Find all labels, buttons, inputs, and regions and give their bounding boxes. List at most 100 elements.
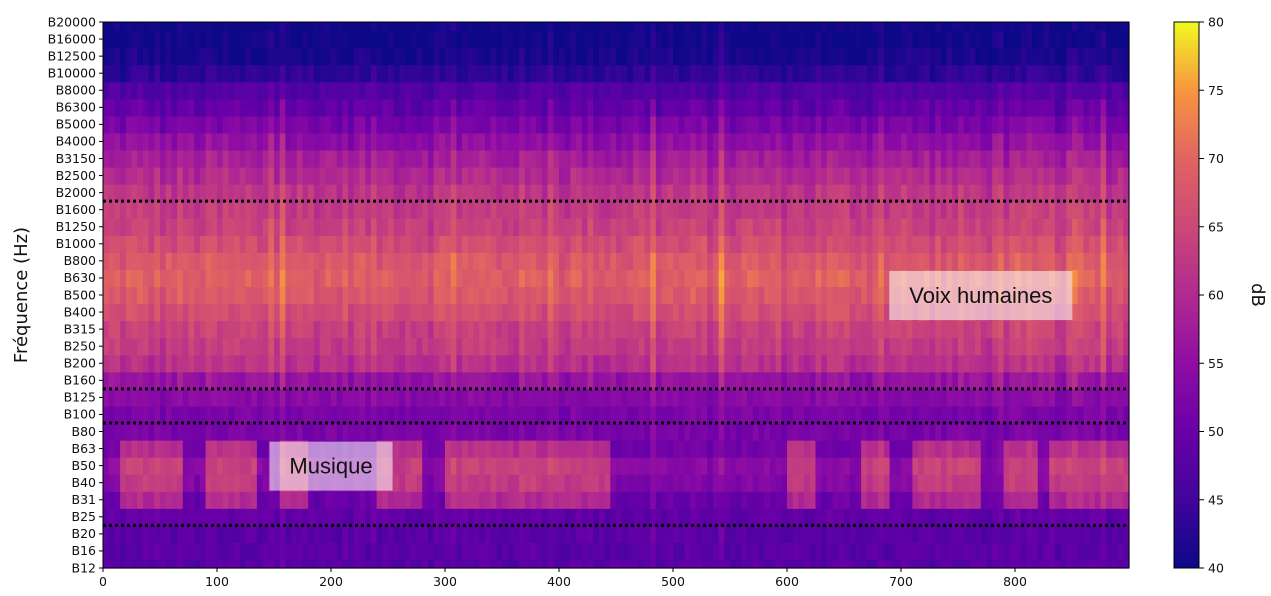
heatmap-cell (519, 371, 526, 390)
heatmap-cell (108, 252, 115, 270)
heatmap-cell (598, 115, 606, 134)
heatmap-cell (519, 388, 526, 407)
heatmap-cell (587, 167, 594, 185)
heatmap-cell (724, 47, 731, 66)
heatmap-cell (285, 354, 292, 373)
heatmap-cell (764, 371, 771, 390)
heatmap-cell (935, 457, 942, 475)
heatmap-cell (650, 235, 657, 253)
heatmap-cell (296, 30, 304, 49)
heatmap-cell (211, 542, 218, 561)
heatmap-cell (530, 303, 537, 322)
heatmap-cell (564, 320, 571, 339)
heatmap-cell (815, 167, 822, 185)
heatmap-cell (239, 47, 247, 66)
heatmap-cell (878, 542, 885, 561)
heatmap-cell (547, 286, 554, 305)
heatmap-cell (804, 440, 811, 458)
heatmap-cell (359, 286, 366, 305)
heatmap-cell (559, 440, 566, 458)
heatmap-cell (724, 405, 731, 424)
heatmap-cell (228, 30, 235, 49)
heatmap-cell (741, 525, 748, 543)
heatmap-cell (393, 235, 400, 253)
heatmap-cell (103, 98, 110, 117)
heatmap-cell (194, 184, 201, 202)
heatmap-cell (878, 115, 885, 134)
heatmap-cell (256, 508, 264, 526)
heatmap-cell (861, 388, 868, 407)
heatmap-cell (148, 559, 155, 569)
heatmap-cell (872, 422, 879, 441)
heatmap-cell (724, 337, 731, 356)
heatmap-cell (268, 201, 275, 219)
heatmap-cell (513, 201, 520, 219)
heatmap-cell (764, 30, 771, 49)
heatmap-cell (319, 218, 326, 236)
heatmap-cell (382, 149, 389, 168)
heatmap-cell (587, 98, 594, 117)
heatmap-cell (160, 132, 167, 151)
heatmap-cell (427, 47, 435, 66)
heatmap-cell (952, 47, 959, 66)
heatmap-cell (222, 457, 229, 475)
heatmap-cell (239, 303, 247, 322)
heatmap-cell (872, 184, 879, 202)
heatmap-cell (747, 388, 754, 407)
heatmap-cell (707, 81, 714, 100)
heatmap-cell (439, 269, 446, 288)
heatmap-cell (815, 98, 822, 117)
heatmap-cell (376, 30, 383, 49)
heatmap-cell (553, 542, 560, 561)
heatmap-cell (826, 47, 834, 66)
heatmap-cell (576, 47, 583, 66)
heatmap-cell (262, 320, 269, 339)
heatmap-cell (935, 525, 942, 543)
heatmap-cell (222, 98, 229, 117)
heatmap-cell (940, 115, 948, 134)
heatmap-cell (718, 559, 725, 569)
heatmap-cell (519, 491, 526, 509)
heatmap-cell (359, 64, 366, 83)
heatmap-cell (490, 320, 497, 339)
heatmap-cell (393, 252, 400, 270)
heatmap-cell (644, 218, 651, 236)
heatmap-cell (125, 218, 133, 236)
heatmap-cell (285, 542, 292, 561)
heatmap-cell (775, 22, 782, 32)
heatmap-cell (142, 132, 150, 151)
heatmap-cell (103, 337, 110, 356)
heatmap-cell (804, 115, 811, 134)
heatmap-cell (804, 64, 811, 83)
heatmap-cell (832, 30, 839, 49)
heatmap-cell (131, 286, 138, 305)
heatmap-cell (883, 474, 891, 492)
heatmap-cell (171, 167, 178, 185)
heatmap-cell (741, 30, 748, 49)
heatmap-cell (524, 474, 532, 492)
heatmap-cell (239, 132, 247, 151)
heatmap-cell (131, 457, 138, 475)
heatmap-cell (644, 354, 651, 373)
heatmap-cell (541, 422, 549, 441)
heatmap-cell (308, 354, 315, 373)
heatmap-cell (638, 440, 646, 458)
heatmap-cell (730, 542, 737, 561)
heatmap-cell (188, 422, 195, 441)
heatmap-cell (125, 132, 133, 151)
heatmap-cell (479, 542, 486, 561)
heatmap-cell (758, 422, 765, 441)
heatmap-cell (718, 22, 725, 32)
heatmap-cell (541, 22, 549, 32)
heatmap-cell (895, 81, 902, 100)
heatmap-cell (399, 405, 406, 424)
heatmap-cell (821, 81, 828, 100)
heatmap-cell (559, 149, 566, 168)
heatmap-cell (211, 371, 218, 390)
heatmap-cell (319, 184, 326, 202)
heatmap-cell (536, 371, 543, 390)
heatmap-cell (251, 422, 258, 441)
heatmap-cell (958, 167, 965, 185)
heatmap-cell (410, 115, 418, 134)
heatmap-cell (918, 457, 925, 475)
